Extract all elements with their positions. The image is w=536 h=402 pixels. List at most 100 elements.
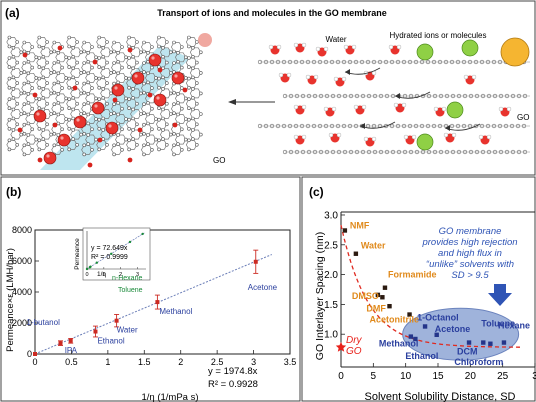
hydrated-ions-label: Hydrated ions or molecules — [390, 31, 487, 40]
water-hydrogen — [363, 136, 369, 142]
carbon-atom — [7, 106, 12, 110]
x-axis-label-c: Solvent Solubility Distance, SD — [364, 391, 515, 402]
oxygen-atom — [17, 127, 23, 133]
carbon-atom — [112, 152, 116, 157]
solvent-label: Ethanol — [405, 351, 438, 361]
carbon-atom — [109, 50, 113, 55]
oxygen-atom — [172, 122, 178, 128]
ion-highlight — [114, 86, 118, 90]
carbon-atom — [30, 127, 35, 132]
carbon-atom — [120, 127, 124, 132]
carbon-atom — [157, 147, 161, 152]
data-point-c — [413, 336, 418, 342]
carbon-atom — [142, 40, 146, 45]
carbon-atom — [131, 128, 135, 132]
point-label-b: Acetone — [248, 283, 278, 292]
carbon-ring — [21, 103, 33, 114]
carbon-atom — [71, 45, 75, 50]
x-tick-label-b: 2.5 — [211, 357, 224, 367]
carbon-atom — [97, 127, 101, 131]
y-tick-label-b: 6000 — [12, 256, 32, 266]
inset-data-point — [141, 232, 144, 236]
inset-point-label: n-Hexane — [112, 275, 142, 282]
dry-go-label: Dry — [346, 335, 363, 346]
carbon-ring — [10, 67, 22, 78]
carbon-atom — [19, 91, 24, 96]
carbon-atom — [199, 50, 203, 55]
point-label-b: IPA — [65, 346, 78, 355]
carbon-atom — [26, 112, 31, 117]
data-point-b — [93, 329, 98, 334]
carbon-atom — [71, 66, 75, 71]
carbon-atom — [75, 101, 79, 106]
carbon-atom — [165, 122, 169, 127]
carbon-atom — [86, 71, 90, 76]
carbon-atom — [37, 127, 42, 131]
carbon-atom — [22, 102, 27, 106]
carbon-atom — [112, 61, 116, 65]
carbon-ring — [36, 139, 48, 150]
carbon-atom — [199, 91, 203, 96]
carbon-atom — [22, 49, 27, 54]
fit-r2: R² = 0.9928 — [208, 379, 258, 390]
inset-y-label: Perneance — [74, 238, 81, 270]
ion-sphere — [153, 93, 167, 107]
carbon-atom — [94, 137, 98, 142]
carbon-atom — [67, 97, 71, 101]
carbon-ring — [85, 93, 97, 104]
carbon-ring — [100, 47, 112, 58]
carbon-atom — [187, 76, 191, 81]
solvent-label: 1-Octanol — [417, 312, 459, 322]
carbon-atom — [169, 91, 173, 96]
point-label-b: Ethanol — [97, 337, 124, 346]
carbon-ring — [100, 109, 112, 119]
oxygen-atom — [32, 92, 38, 98]
water-hydrogen — [463, 74, 469, 80]
carbon-atom — [67, 147, 71, 152]
x-tick-label-c: 0 — [338, 371, 344, 382]
flow-arrow-head — [445, 125, 450, 131]
carbon-atom — [180, 106, 184, 111]
water-hydrogen — [443, 132, 449, 138]
inset-data-point — [89, 265, 92, 268]
carbon-atom — [97, 35, 101, 40]
carbon-atom — [191, 107, 195, 112]
data-point-c — [407, 312, 412, 317]
carbon-atom — [52, 61, 57, 65]
carbon-atom — [15, 143, 20, 147]
carbon-atom — [127, 76, 131, 81]
carbon-ring — [159, 129, 172, 140]
carbon-ring — [174, 114, 187, 124]
carbon-atom — [187, 44, 191, 49]
ion-sphere — [111, 83, 125, 97]
carbon-atom — [7, 76, 12, 81]
oxygen-atom — [92, 59, 98, 65]
carbon-atom — [172, 90, 176, 95]
carbon-atom — [82, 70, 86, 74]
carbon-atom — [67, 65, 71, 69]
go-interlayer-stack — [257, 37, 530, 155]
carbon-atom — [172, 132, 176, 136]
water-hydrogen — [301, 134, 307, 140]
carbon-atom — [116, 133, 120, 137]
carbon-atom — [172, 49, 176, 54]
ion-highlight — [76, 118, 80, 122]
carbon-atom — [22, 143, 27, 148]
x-tick-label-c: 5 — [371, 371, 377, 382]
carbon-ring — [100, 88, 112, 99]
solvent-label: DMF — [366, 303, 386, 313]
water-hydrogen — [301, 42, 307, 48]
carbon-atom — [142, 102, 146, 106]
carbon-atom — [120, 148, 124, 152]
carbon-atom — [150, 86, 154, 90]
carbon-atom — [37, 106, 42, 110]
water-hydrogen — [371, 136, 377, 142]
carbon-atom — [172, 61, 176, 65]
carbon-atom — [97, 97, 101, 101]
carbon-atom — [109, 71, 113, 75]
go-label-left: GO — [213, 156, 225, 165]
carbon-ring — [155, 139, 168, 150]
carbon-atom — [142, 132, 146, 136]
carbon-atom — [135, 122, 139, 127]
y-tick-label-b: 2000 — [12, 318, 32, 328]
